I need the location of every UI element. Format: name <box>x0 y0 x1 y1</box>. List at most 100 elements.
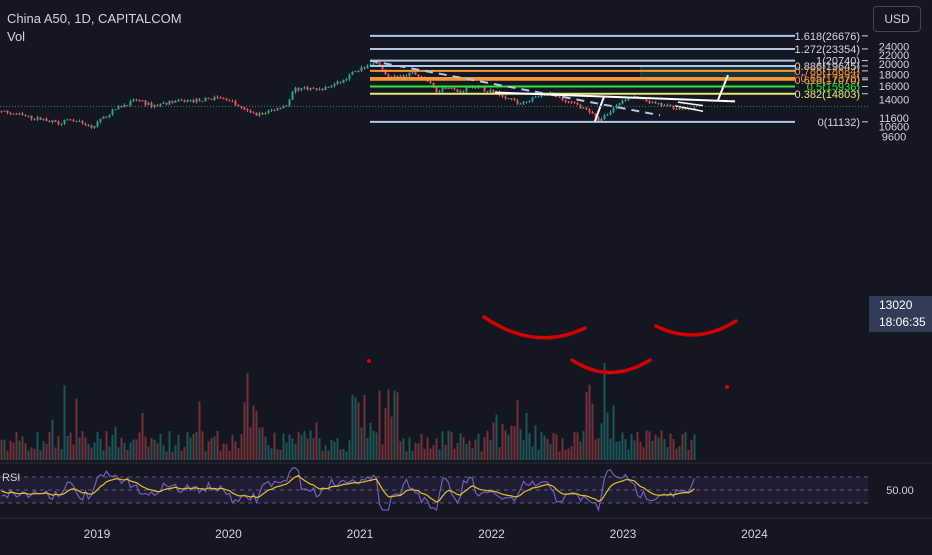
volume-bar <box>0 439 3 460</box>
candle-body <box>663 105 666 107</box>
volume-bar <box>495 414 498 460</box>
volume-bar <box>105 431 108 460</box>
candle-body <box>399 76 402 78</box>
volume-bar <box>123 442 126 460</box>
fib-label: 0.65(17378) <box>801 73 860 85</box>
volume-label[interactable]: Vol <box>7 29 26 44</box>
candle-body <box>363 67 366 69</box>
volume-bar <box>672 438 675 460</box>
volume-bar <box>522 440 525 460</box>
marker-dot <box>367 359 371 363</box>
volume-bar <box>3 439 6 460</box>
candles <box>0 59 696 129</box>
candle-body <box>63 119 66 124</box>
volume-bar <box>435 438 438 460</box>
candle-body <box>24 114 27 117</box>
candle-body <box>342 79 345 83</box>
candle-body <box>27 115 30 117</box>
volume-bar <box>183 447 186 460</box>
candle-body <box>648 101 651 103</box>
candle-body <box>420 76 423 78</box>
candle-body <box>600 118 603 123</box>
volume-bar <box>381 444 384 460</box>
candle-body <box>57 121 60 125</box>
volume-bar <box>441 431 444 460</box>
volume-bar <box>45 443 48 460</box>
volume-bar <box>138 432 141 460</box>
candle-body <box>117 105 120 110</box>
price-tick-label: 11600 <box>879 113 909 125</box>
candle-body <box>393 75 396 78</box>
volume-bar <box>66 435 69 460</box>
candle-body <box>582 107 585 109</box>
candle-body <box>591 112 594 114</box>
candle-body <box>33 118 36 120</box>
candle-body <box>123 104 126 108</box>
candle-body <box>675 108 678 110</box>
volume-bar <box>426 437 429 460</box>
candle-body <box>669 104 672 106</box>
volume-bar <box>630 433 633 460</box>
volume-bar <box>186 432 189 460</box>
candle-body <box>576 103 579 105</box>
candle-body <box>381 65 384 70</box>
volume-bar <box>408 437 411 460</box>
volume-bar <box>228 450 231 460</box>
volume-bar <box>141 413 144 460</box>
drawings[interactable] <box>0 59 868 389</box>
candle-body <box>486 91 489 93</box>
fib-label: 0.886(19645) <box>795 61 860 73</box>
fib-label: 0(11132) <box>818 117 860 129</box>
volume-bar <box>573 432 576 460</box>
candle-body <box>303 87 306 89</box>
volume-bar <box>207 441 210 460</box>
volume-bar <box>438 449 441 460</box>
candle-body <box>0 111 3 113</box>
price-tick-label: 10600 <box>879 122 910 134</box>
volume-bar <box>225 444 228 460</box>
candle-body <box>330 85 333 88</box>
candle-body <box>231 101 234 103</box>
candle-body <box>93 126 96 128</box>
candle-body <box>456 89 459 92</box>
rsi-label[interactable]: RSI <box>2 472 21 484</box>
fib-retracement[interactable]: 1.618(26676)1.272(23354)1(20740)0.886(19… <box>370 31 868 129</box>
candle-body <box>609 111 612 115</box>
volume-bar <box>222 443 225 460</box>
candle-body <box>597 116 600 123</box>
candle-body <box>312 87 315 89</box>
candle-body <box>678 107 681 110</box>
volume-bar <box>81 431 84 460</box>
candle-body <box>45 118 48 121</box>
candle-body <box>516 100 519 104</box>
volume-bar <box>72 444 75 460</box>
candle-body <box>645 98 648 102</box>
candle-body <box>561 97 564 101</box>
candle-body <box>405 75 408 77</box>
candle-body <box>267 110 270 114</box>
currency-button[interactable]: USD <box>873 6 921 32</box>
volume-bar <box>324 445 327 460</box>
volume-bar <box>276 449 279 460</box>
candle-body <box>174 101 177 103</box>
last-price-badge: 13020 18:06:35 <box>869 296 932 332</box>
candle-body <box>138 100 141 102</box>
candle-body <box>243 107 246 110</box>
volume-bar <box>636 431 639 460</box>
symbol-title[interactable]: China A50, 1D, CAPITALCOM <box>7 11 182 26</box>
volume-bar <box>333 441 336 460</box>
volume-bar <box>234 441 237 460</box>
volume-bar <box>648 431 651 460</box>
candle-body <box>21 113 24 115</box>
volume-bar <box>516 400 519 460</box>
volume-bar <box>78 437 81 460</box>
candle-body <box>396 75 399 77</box>
time-axis[interactable]: eb201920202021202220232024 <box>0 527 769 541</box>
volume-bar <box>399 441 402 460</box>
candle-body <box>102 116 105 119</box>
volume-bar <box>369 422 372 460</box>
volume-bar <box>564 449 567 460</box>
